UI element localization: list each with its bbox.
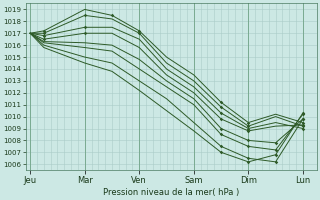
X-axis label: Pression niveau de la mer( hPa ): Pression niveau de la mer( hPa ) (103, 188, 239, 197)
